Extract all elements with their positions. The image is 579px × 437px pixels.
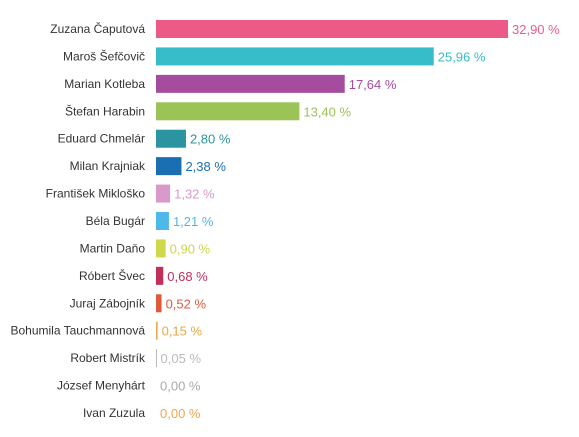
- category-label: Bohumila Tauchmannová: [10, 324, 145, 338]
- value-label: 32,90 %: [512, 22, 560, 37]
- bar: [156, 102, 300, 121]
- category-label: Juraj Zábojník: [70, 296, 146, 310]
- value-label: 0,05 %: [161, 351, 202, 366]
- category-labels: Zuzana Čaputová Maroš Šefčovič Marian Kotl…: [10, 21, 146, 420]
- bars: [156, 20, 508, 368]
- bar: [156, 20, 508, 38]
- bar: [156, 184, 171, 203]
- category-label: Eduard Chmelár: [58, 132, 145, 146]
- bar: [156, 294, 162, 313]
- bar: [156, 74, 345, 93]
- bar: [156, 239, 166, 258]
- value-label: 17,64 %: [349, 77, 397, 92]
- category-label: Zuzana Čaputová: [50, 21, 145, 36]
- bar: [156, 349, 157, 368]
- category-label: Béla Bugár: [86, 214, 145, 228]
- value-label: 0,52 %: [166, 296, 207, 311]
- value-label: 13,40 %: [303, 104, 351, 119]
- category-label: Maroš Šefčovič: [63, 48, 145, 63]
- value-label: 0,68 %: [167, 269, 208, 284]
- bar: [156, 47, 434, 66]
- category-label: Robert Mistrík: [70, 351, 146, 365]
- value-labels: 32,90 % 25,96 % 17,64 % 13,40 % 2,80 % 2,38 %…: [160, 22, 560, 421]
- category-label: František Mikloško: [46, 187, 146, 201]
- value-label: 1,21 %: [173, 214, 214, 229]
- category-label: József Menyhárt: [57, 379, 146, 393]
- category-label: Ivan Zuzula: [83, 406, 145, 420]
- bar: [156, 212, 169, 231]
- value-label: 2,80 %: [190, 132, 231, 147]
- value-label: 0,00 %: [160, 379, 201, 394]
- category-label: Štefan Harabin: [65, 103, 145, 118]
- category-label: Róbert Švec: [79, 268, 145, 283]
- category-label: Marian Kotleba: [64, 77, 145, 91]
- value-label: 0,90 %: [170, 241, 211, 256]
- bar: [156, 157, 182, 176]
- value-label: 0,00 %: [160, 406, 201, 421]
- bar: [156, 266, 164, 285]
- bar: [156, 129, 186, 148]
- category-label: Martin Daňo: [80, 241, 146, 255]
- value-label: 2,38 %: [185, 159, 226, 174]
- value-label: 0,15 %: [162, 324, 203, 339]
- value-label: 25,96 %: [438, 49, 486, 64]
- category-label: Milan Krajniak: [70, 159, 146, 173]
- bar: [156, 321, 158, 340]
- value-label: 1,32 %: [174, 187, 215, 202]
